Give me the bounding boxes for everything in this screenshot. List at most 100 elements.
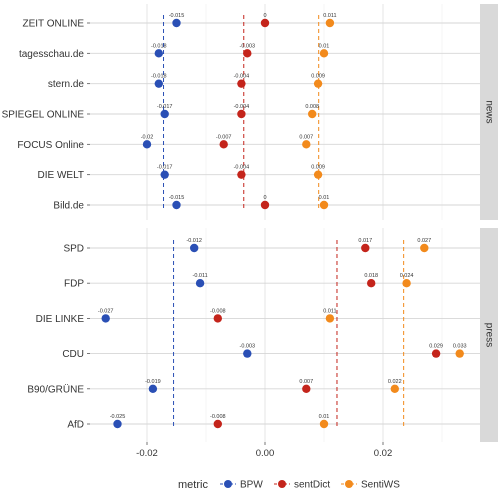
strip-background xyxy=(480,4,498,220)
value-label-sentiws-cdu: 0.033 xyxy=(453,344,467,350)
point-bpw-die-welt xyxy=(160,170,169,179)
panel-background xyxy=(90,4,480,220)
value-label-sentiws-fdp: 0.024 xyxy=(400,273,414,279)
legend: metric BPW sentDict SentiWS xyxy=(178,479,400,491)
point-bpw-bild-de xyxy=(172,200,181,210)
legend-label-sentiws: SentiWS xyxy=(361,480,400,491)
category-label-afd: AfD xyxy=(67,420,84,431)
value-label-sentdict-tagesschau-de: -0.003 xyxy=(239,43,255,49)
value-label-bpw-die-welt: -0.017 xyxy=(157,165,173,171)
point-bpw-die-linke xyxy=(101,314,110,323)
category-label-cdu: CDU xyxy=(62,349,84,360)
value-label-sentdict-spd: 0.017 xyxy=(358,238,372,244)
category-label-spd: SPD xyxy=(63,244,84,255)
point-bpw-afd xyxy=(113,419,122,429)
point-sentdict-die-linke xyxy=(213,314,222,323)
point-sentdict-die-welt xyxy=(237,170,246,179)
point-bpw-cdu xyxy=(243,349,252,358)
x-tick-label: 0.00 xyxy=(256,448,275,459)
point-bpw-fdp xyxy=(195,279,205,288)
legend-title: metric xyxy=(178,479,208,491)
point-sentiws-focus-online xyxy=(302,140,311,149)
x-tick-label: 0.02 xyxy=(374,448,393,459)
value-label-bpw-b90-gr-ne: -0.019 xyxy=(145,379,161,385)
point-sentiws-die-linke xyxy=(325,314,335,323)
category-label-spiegel-online: SPIEGEL ONLINE xyxy=(2,110,85,121)
category-label-zeit-online: ZEIT ONLINE xyxy=(23,19,85,30)
legend-key-dot-sentdict xyxy=(278,480,286,488)
point-sentiws-tagesschau-de xyxy=(319,49,329,58)
value-label-bpw-tagesschau-de: -0.018 xyxy=(151,43,167,49)
point-sentiws-bild-de xyxy=(319,200,329,210)
point-sentdict-cdu xyxy=(431,349,441,358)
category-label-tagesschau-de: tagesschau.de xyxy=(19,49,84,60)
value-label-sentiws-spiegel-online: 0.008 xyxy=(305,104,319,110)
point-bpw-stern-de xyxy=(154,79,163,88)
legend-key-dot-bpw xyxy=(224,480,232,488)
value-label-sentdict-bild-de: 0 xyxy=(263,195,266,201)
facet-panel-press: -0.012 -0.011 -0.027 -0.003 -0.019 -0.025 0.01… xyxy=(27,228,498,442)
point-sentdict-tagesschau-de xyxy=(243,49,252,58)
value-label-bpw-focus-online: -0.02 xyxy=(141,134,154,140)
category-label-stern-de: stern.de xyxy=(48,79,85,90)
value-label-sentiws-die-linke: 0.011 xyxy=(323,308,336,314)
value-label-sentdict-stern-de: -0.004 xyxy=(234,74,250,80)
point-sentiws-spiegel-online xyxy=(308,109,317,119)
facet-strip-news: news xyxy=(480,4,498,220)
value-label-bpw-afd: -0.025 xyxy=(110,414,126,420)
facet-strip-press: press xyxy=(480,228,498,442)
value-label-bpw-cdu: -0.003 xyxy=(239,344,255,350)
point-sentdict-focus-online xyxy=(219,140,228,149)
point-sentdict-b90-gr-ne xyxy=(302,384,311,393)
point-sentiws-afd xyxy=(319,419,329,429)
point-bpw-zeit-online xyxy=(172,18,181,28)
value-label-bpw-stern-de: -0.018 xyxy=(151,74,167,80)
category-label-b90-gr-ne: B90/GRÜNE xyxy=(27,383,84,395)
point-bpw-spiegel-online xyxy=(160,109,169,119)
strip-label: press xyxy=(483,323,494,347)
point-bpw-tagesschau-de xyxy=(154,49,163,58)
value-label-sentdict-die-linke: -0.008 xyxy=(210,308,226,314)
category-label-focus-online: FOCUS Online xyxy=(17,140,84,151)
point-sentiws-b90-gr-ne xyxy=(390,384,399,393)
point-bpw-b90-gr-ne xyxy=(148,384,158,393)
point-bpw-focus-online xyxy=(142,140,152,149)
value-label-sentiws-stern-de: 0.009 xyxy=(311,74,325,80)
value-label-bpw-bild-de: -0.015 xyxy=(169,195,185,201)
point-sentiws-spd xyxy=(420,243,429,253)
category-label-die-linke: DIE LINKE xyxy=(36,314,85,325)
x-tick-label: -0.02 xyxy=(136,448,158,459)
category-label-fdp: FDP xyxy=(64,279,84,290)
panel-background xyxy=(90,228,480,442)
legend-key-dot-sentiws xyxy=(345,480,353,488)
value-label-bpw-zeit-online: -0.015 xyxy=(169,13,185,19)
point-sentdict-fdp xyxy=(367,279,376,288)
value-label-sentdict-afd: -0.008 xyxy=(210,414,226,420)
value-label-sentiws-tagesschau-de: 0.01 xyxy=(319,43,330,49)
value-label-sentiws-focus-online: 0.007 xyxy=(299,134,313,140)
strip-label: news xyxy=(483,100,494,123)
point-sentiws-stern-de xyxy=(313,79,323,88)
point-sentdict-spd xyxy=(361,243,370,253)
value-label-sentiws-die-welt: 0.009 xyxy=(311,165,325,171)
point-sentiws-cdu xyxy=(455,349,464,358)
point-sentdict-afd xyxy=(213,419,222,429)
value-label-sentiws-bild-de: 0.01 xyxy=(319,195,330,201)
legend-label-sentdict: sentDict xyxy=(294,480,330,491)
value-label-sentdict-cdu: 0.029 xyxy=(429,344,443,350)
value-label-sentdict-die-welt: -0.004 xyxy=(234,165,250,171)
point-sentiws-fdp xyxy=(402,279,411,288)
value-label-sentiws-afd: 0.01 xyxy=(319,414,330,420)
point-sentdict-bild-de xyxy=(260,200,270,210)
legend-label-bpw: BPW xyxy=(240,480,263,491)
value-label-bpw-spd: -0.012 xyxy=(186,238,202,244)
value-label-sentdict-fdp: 0.018 xyxy=(364,273,378,279)
value-label-bpw-die-linke: -0.027 xyxy=(98,308,114,314)
value-label-bpw-fdp: -0.011 xyxy=(193,273,208,279)
value-label-sentdict-b90-gr-ne: 0.007 xyxy=(299,379,313,385)
facet-panel-news: -0.015 -0.018 -0.018 -0.017 -0.02 -0.017 -0.01… xyxy=(2,4,498,220)
value-label-bpw-spiegel-online: -0.017 xyxy=(157,104,173,110)
point-sentiws-die-welt xyxy=(313,170,323,179)
value-label-sentdict-focus-online: -0.007 xyxy=(216,134,232,140)
